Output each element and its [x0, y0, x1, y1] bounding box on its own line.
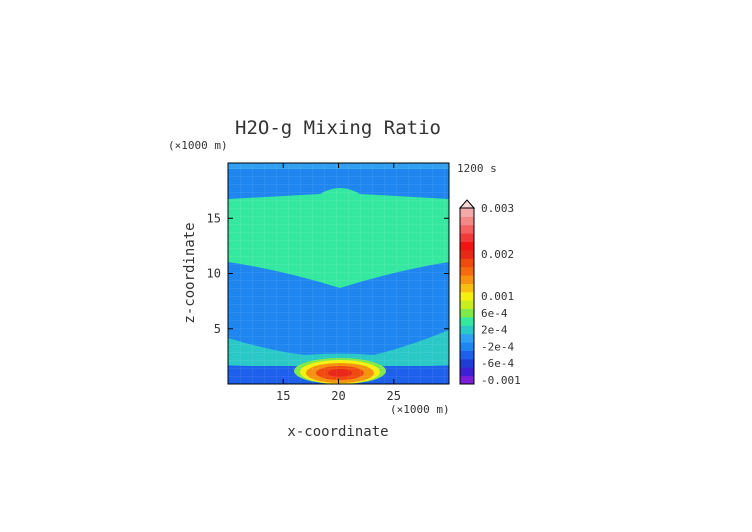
colorbar-swatch: [460, 333, 474, 343]
colorbar-label: -6e-4: [481, 357, 514, 370]
colorbar-swatch: [460, 325, 474, 335]
colorbar-swatch: [460, 266, 474, 276]
colorbar-swatch: [460, 316, 474, 326]
colorbar-swatch: [460, 342, 474, 351]
colorbar-swatch: [460, 208, 474, 217]
y-tick-label: 10: [207, 267, 221, 281]
colorbar-swatch: [460, 233, 474, 243]
colorbar-extend-arrow: [458, 199, 476, 209]
colorbar-swatch: [460, 283, 474, 293]
colorbar-swatch: [460, 350, 474, 360]
colorbar-swatch: [460, 291, 474, 301]
colorbar-swatch: [460, 249, 474, 259]
y-axis-label: z-coordinate: [182, 222, 198, 323]
colorbar-swatch: [460, 224, 474, 234]
colorbar-label: -0.001: [481, 374, 521, 387]
colorbar-swatch: [460, 375, 474, 385]
y-tick-label: 5: [214, 322, 221, 336]
x-axis-ticks: 15 20 25: [276, 163, 401, 403]
y-unit-label: (×1000 m): [168, 139, 228, 152]
colorbar-swatch: [460, 258, 474, 268]
colorbar-swatch: [460, 308, 474, 318]
x-tick-label: 25: [387, 389, 401, 403]
colorbar-swatch: [460, 300, 474, 310]
colorbar-label: 0.001: [481, 290, 514, 303]
y-tick-label: 15: [207, 211, 221, 225]
x-tick-label: 15: [276, 389, 290, 403]
x-tick-label: 20: [331, 389, 345, 403]
plot-area: 15 20 25 5 10 15: [207, 162, 450, 403]
y-axis-ticks: 5 10 15: [207, 211, 449, 336]
x-axis-label: x-coordinate: [287, 424, 388, 440]
colorbar-label: 0.003: [481, 202, 514, 215]
colorbar-swatch: [460, 216, 474, 226]
colorbar-swatch: [460, 241, 474, 251]
colorbar-label: 0.002: [481, 248, 514, 261]
colorbar-label: 6e-4: [481, 307, 508, 320]
colorbar-label: 2e-4: [481, 324, 508, 337]
time-label: 1200 s: [457, 162, 497, 175]
grid-overlay: [228, 163, 449, 384]
x-unit-label: (×1000 m): [390, 403, 450, 416]
colorbar-swatch: [460, 275, 474, 284]
colorbar-label: -2e-4: [481, 340, 514, 353]
colorbar-swatch: [460, 367, 474, 377]
chart-title: H2O-g Mixing Ratio: [235, 117, 441, 139]
colorbar: -0.001 -6e-4 -2e-4 2e-4 6e-4 0.001 0.002 0.003: [458, 199, 521, 387]
colorbar-swatch: [460, 358, 474, 368]
